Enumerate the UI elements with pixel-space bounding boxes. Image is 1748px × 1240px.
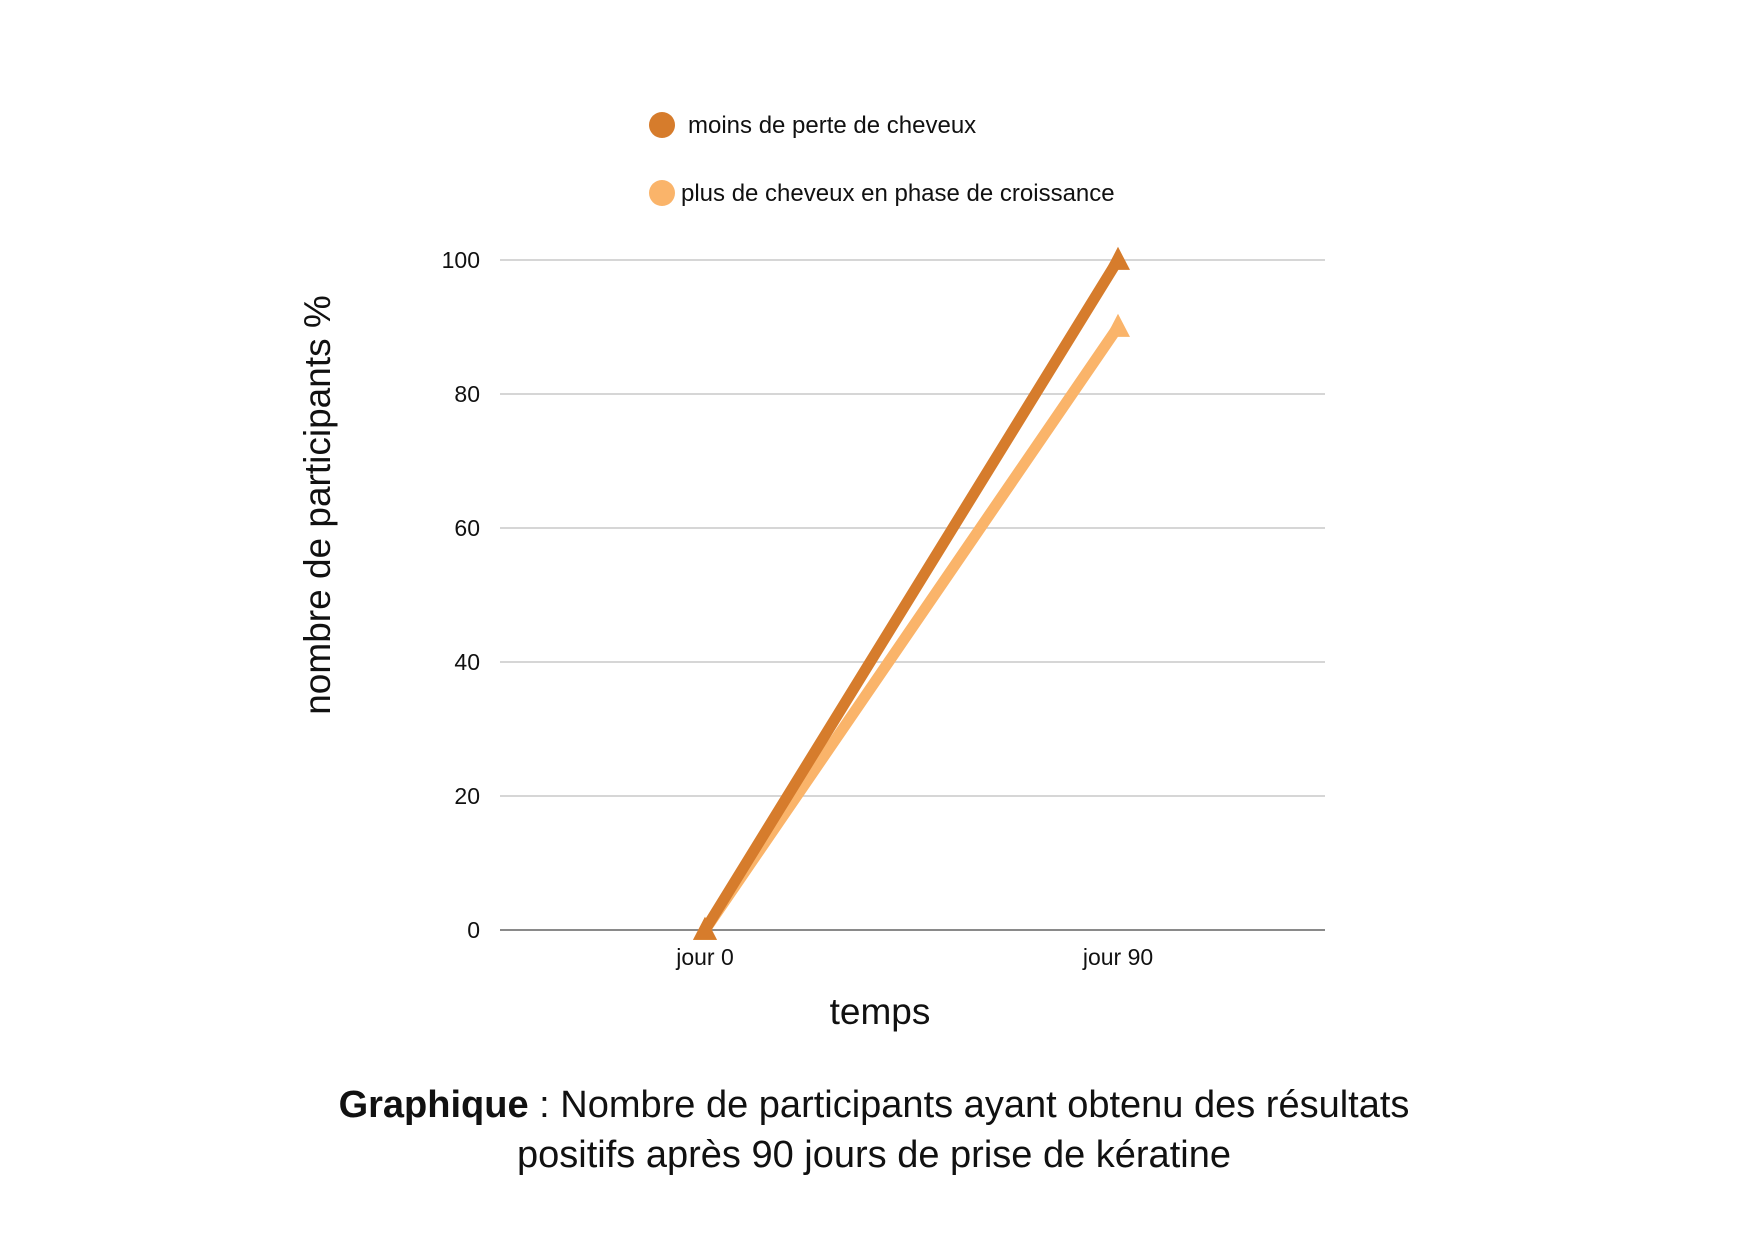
y-tick-label: 60	[454, 515, 480, 541]
legend-swatch	[649, 180, 675, 206]
data-point-marker	[1106, 313, 1130, 337]
data-point-marker	[693, 916, 717, 940]
legend-label: plus de cheveux en phase de croissance	[681, 180, 1115, 207]
y-tick-label: 80	[454, 381, 480, 407]
caption-bold-label: Graphique	[338, 1084, 529, 1126]
y-tick-labels: 0 20 40 60 80 100	[442, 247, 480, 943]
legend-swatch	[649, 112, 675, 138]
legend-item: moins de perte de cheveux	[649, 112, 976, 139]
gridlines	[500, 259, 1325, 931]
y-tick-label: 40	[454, 649, 480, 675]
x-axis-title: temps	[830, 991, 931, 1032]
y-tick-label: 100	[442, 247, 480, 273]
chart-caption: Graphique : Nombre de participants ayant…	[174, 1080, 1574, 1180]
data-point-marker	[1106, 246, 1130, 270]
series-line	[699, 321, 1124, 936]
x-tick-labels: jour 0 jour 90	[675, 944, 1153, 970]
legend: moins de perte de cheveux plus de cheveux…	[649, 112, 1115, 207]
series-line	[699, 254, 1124, 936]
y-tick-label: 0	[467, 917, 480, 943]
legend-label: moins de perte de cheveux	[688, 112, 976, 139]
caption-line-1: : Nombre de participants ayant obtenu de…	[528, 1084, 1410, 1126]
y-axis-title: nombre de participants %	[297, 295, 338, 715]
caption-line-2: positifs après 90 jours de prise de kéra…	[517, 1134, 1231, 1176]
y-tick-label: 20	[454, 783, 480, 809]
x-tick-label: jour 90	[1082, 944, 1153, 970]
series-lines	[693, 246, 1130, 940]
legend-item: plus de cheveux en phase de croissance	[649, 180, 1115, 207]
series-1	[693, 246, 1130, 940]
x-tick-label: jour 0	[675, 944, 734, 970]
